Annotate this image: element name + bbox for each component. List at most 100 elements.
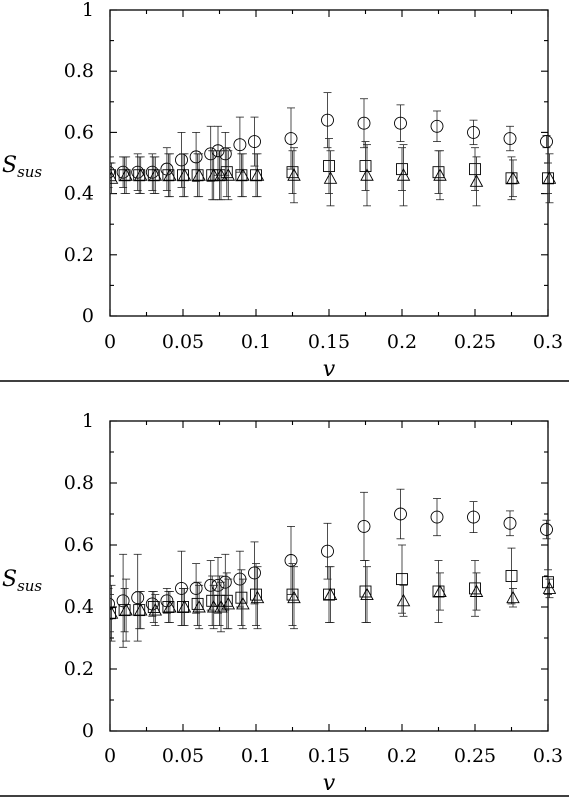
triangle-point xyxy=(206,168,221,181)
x-tick-label: 0 xyxy=(104,331,116,353)
square-point xyxy=(286,166,299,179)
x-tick-label: 0.15 xyxy=(308,745,350,767)
x-axis-title: v xyxy=(323,771,336,796)
plot-area xyxy=(110,488,556,648)
y-tick-label: 0.8 xyxy=(64,60,94,82)
series-circle xyxy=(110,488,553,648)
square-point xyxy=(469,163,481,176)
triangle-point xyxy=(163,600,177,613)
x-tick-label: 0 xyxy=(104,745,116,767)
square-point xyxy=(396,573,408,586)
triangle-point xyxy=(177,600,192,613)
square-point xyxy=(235,169,248,182)
square-point xyxy=(147,601,160,613)
circle-point xyxy=(145,165,159,179)
circle-point xyxy=(503,132,517,145)
triangle-point xyxy=(133,603,148,616)
x-tick-label: 0.25 xyxy=(454,331,496,353)
square-point xyxy=(118,604,131,617)
triangle-point xyxy=(250,168,265,181)
triangle-point xyxy=(323,587,338,601)
y-axis-title-main: S xyxy=(2,567,17,592)
square-point xyxy=(359,585,372,598)
square-point xyxy=(118,169,131,182)
triangle-point xyxy=(192,168,206,181)
top-panel: 0 0.05 0.1 0.15 0.2 0.25 0.3 0 0.2 0.4 0.6 0.8 1 v Ssu… xyxy=(2,0,563,382)
x-tick-label: 0.1 xyxy=(241,745,271,767)
square-point xyxy=(177,601,189,613)
y-tick-label: 0.6 xyxy=(64,121,94,143)
circle-point xyxy=(540,135,553,149)
triangle-point xyxy=(287,168,301,181)
x-tick-label: 0.2 xyxy=(387,745,417,767)
circle-point xyxy=(357,116,371,130)
circle-point xyxy=(321,544,334,558)
x-tick-label: 0.05 xyxy=(162,745,204,767)
square-point xyxy=(133,604,146,617)
series-triangle xyxy=(110,144,556,207)
triangle-point xyxy=(433,168,447,181)
triangle-point xyxy=(133,168,148,181)
triangle-point xyxy=(163,168,177,181)
circle-point xyxy=(189,150,203,164)
circle-point xyxy=(430,510,444,524)
circle-point xyxy=(204,147,218,161)
square-point xyxy=(542,172,554,185)
square-point xyxy=(250,588,262,601)
triangle-point xyxy=(506,590,520,604)
triangle-point xyxy=(469,174,484,187)
circle-point xyxy=(110,165,115,179)
square-point xyxy=(162,601,175,613)
triangle-point xyxy=(110,606,119,619)
circle-point xyxy=(321,113,334,127)
y-axis-title-main: S xyxy=(2,153,17,178)
square-point xyxy=(191,597,204,610)
triangle-point xyxy=(360,168,374,181)
y-tick-label: 1 xyxy=(82,410,94,432)
square-point xyxy=(110,169,116,182)
x-tick-label: 0.25 xyxy=(454,745,496,767)
triangle-point xyxy=(119,168,133,181)
triangle-point xyxy=(192,600,206,613)
circle-point xyxy=(503,516,517,530)
x-axis-title: v xyxy=(323,357,336,382)
y-axis-title-subscript: sus xyxy=(17,577,42,595)
triangle-point xyxy=(236,168,250,181)
circle-point xyxy=(248,135,261,149)
y-tick-label: 0 xyxy=(82,305,94,327)
triangle-point xyxy=(287,590,301,604)
triangle-point xyxy=(469,584,484,597)
triangle-point xyxy=(236,596,250,610)
circle-point xyxy=(394,507,407,521)
x-tick-label: 0.05 xyxy=(162,331,204,353)
square-point xyxy=(147,169,160,182)
triangle-point xyxy=(110,171,119,184)
y-axis-title-subscript: sus xyxy=(17,163,42,181)
square-point xyxy=(542,576,554,589)
circle-point xyxy=(357,519,371,533)
triangle-point xyxy=(250,590,265,604)
circle-point xyxy=(131,165,145,179)
triangle-point xyxy=(360,587,374,601)
triangle-point xyxy=(433,584,447,597)
triangle-point xyxy=(542,581,556,594)
y-tick-label: 0.2 xyxy=(64,244,94,266)
x-tick-label: 0.1 xyxy=(241,331,271,353)
square-point xyxy=(191,169,204,182)
square-point xyxy=(432,585,445,598)
x-tick-label: 0.2 xyxy=(387,331,417,353)
triangle-point xyxy=(206,600,221,613)
triangle-point xyxy=(396,593,411,607)
y-tick-label: 0.2 xyxy=(64,658,94,680)
square-point xyxy=(177,169,189,182)
x-tick-label: 0.15 xyxy=(308,331,350,353)
circle-point xyxy=(110,597,115,611)
y-tick-label: 1 xyxy=(82,0,94,21)
plot-area xyxy=(110,92,556,207)
bottom-panel: 0 0.05 0.1 0.15 0.2 0.25 0.3 0 0.2 0.4 0.6 0.8 1 v Ssu… xyxy=(2,410,563,796)
circle-point xyxy=(284,132,298,145)
y-tick-label: 0.4 xyxy=(64,596,94,618)
circle-point xyxy=(430,119,444,133)
square-point xyxy=(235,591,248,604)
